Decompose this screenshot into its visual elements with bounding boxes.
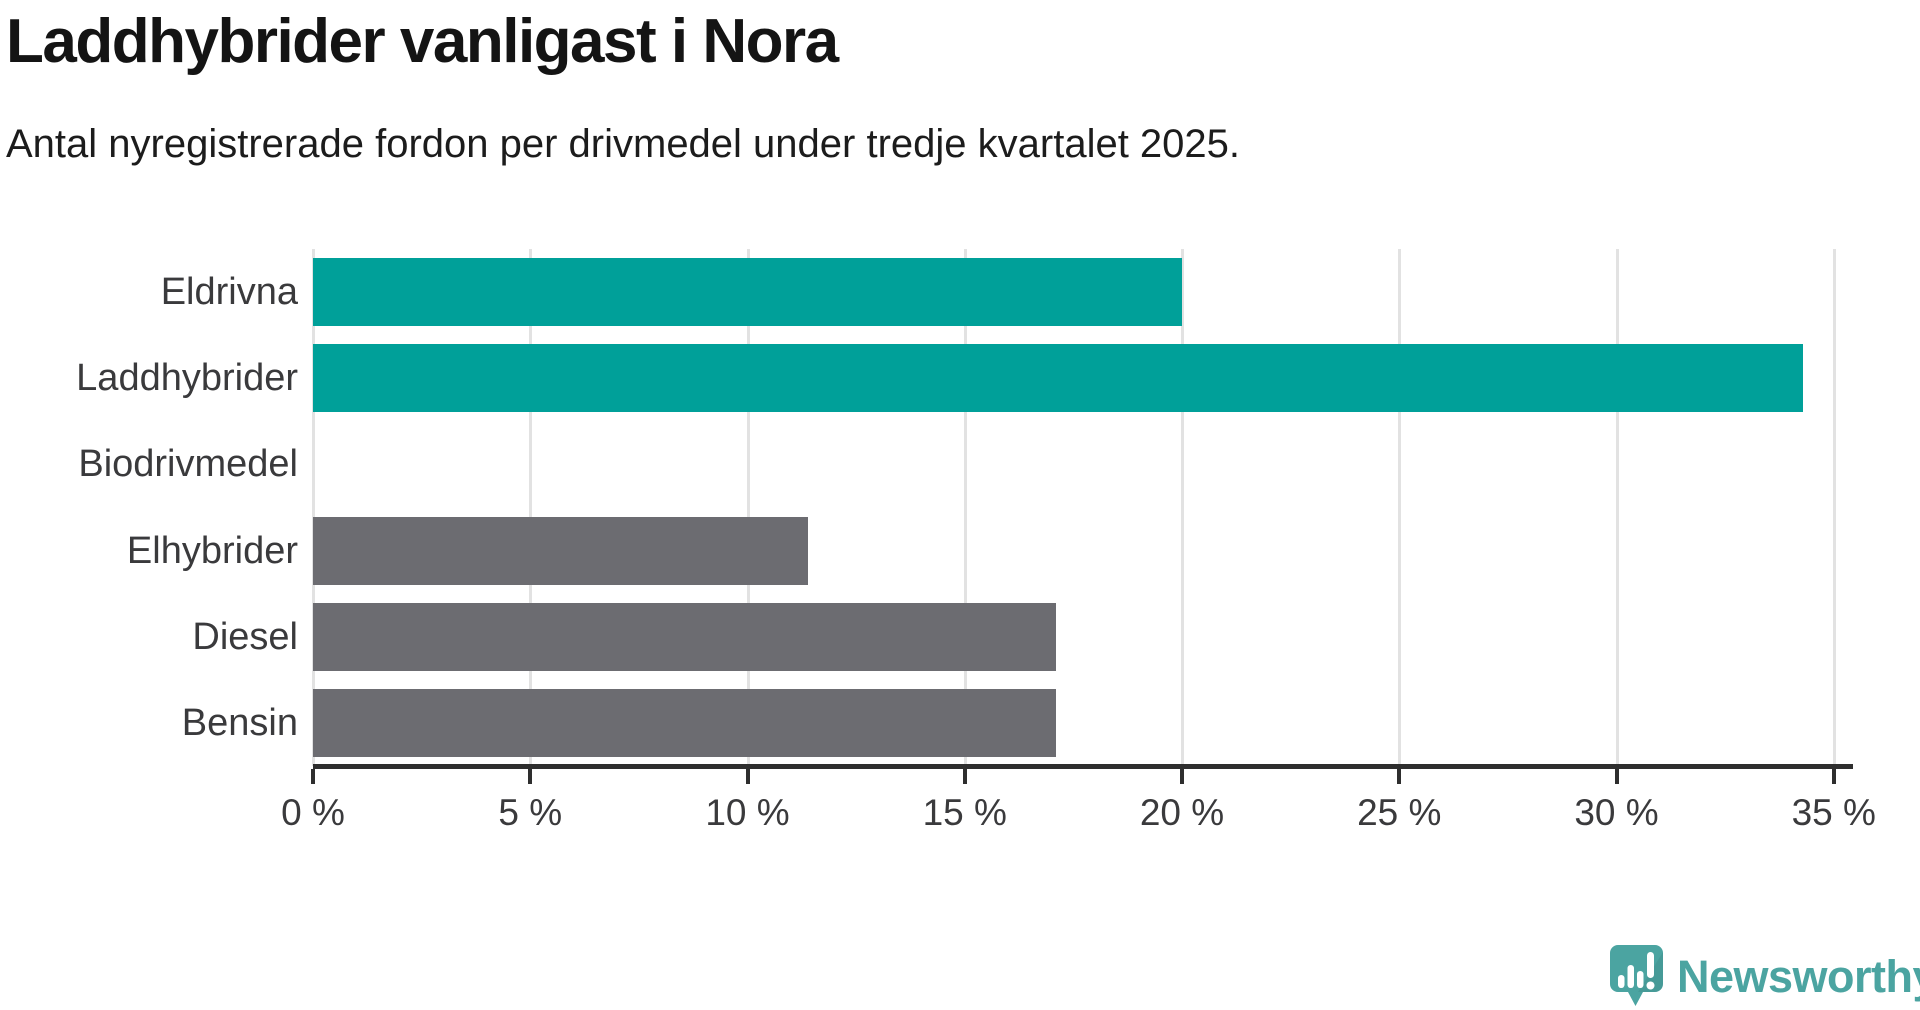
gridline-5% bbox=[529, 249, 533, 766]
category-label-bensin: Bensin bbox=[181, 701, 298, 744]
x-axis-tick bbox=[962, 769, 967, 784]
x-axis-tick bbox=[528, 769, 533, 784]
chart-title: Laddhybrider vanligast i Nora bbox=[6, 7, 839, 76]
category-label-elhybrider: Elhybrider bbox=[126, 529, 298, 572]
bar-eldrivna bbox=[313, 258, 1183, 327]
x-tick-label: 25 % bbox=[1357, 792, 1442, 833]
x-axis-tick bbox=[1180, 769, 1185, 784]
x-tick-label: 10 % bbox=[705, 792, 790, 833]
x-axis-tick bbox=[745, 769, 750, 784]
gridline-35% bbox=[1832, 249, 1836, 766]
gridline-15% bbox=[963, 249, 967, 766]
bar-chart: Eldrivna Laddhybrider Biodrivmedel Elhybrid… bbox=[0, 249, 1920, 849]
x-tick-label: 0 % bbox=[281, 792, 345, 833]
category-label-laddhybrider: Laddhybrider bbox=[76, 357, 298, 400]
x-tick-label: 30 % bbox=[1574, 792, 1659, 833]
x-axis-tick bbox=[1397, 769, 1402, 784]
bar-diesel bbox=[313, 602, 1056, 671]
x-tick-label: 20 % bbox=[1139, 792, 1225, 833]
category-label-diesel: Diesel bbox=[192, 615, 298, 658]
brand-footer: Newsworthy bbox=[1608, 944, 1920, 1009]
x-axis-tick bbox=[311, 769, 315, 784]
newsworthy-logo-icon bbox=[1610, 945, 1663, 1006]
gridline-0% bbox=[312, 249, 315, 766]
gridline-30% bbox=[1615, 249, 1619, 766]
gridline-10% bbox=[746, 249, 750, 766]
chart-subtitle: Antal nyregistrerade fordon per drivmede… bbox=[6, 122, 1241, 166]
category-label-eldrivna: Eldrivna bbox=[160, 271, 298, 314]
gridline-20% bbox=[1181, 249, 1185, 766]
brand-name: Newsworthy bbox=[1677, 950, 1920, 1002]
bar-elhybrider bbox=[313, 516, 809, 585]
x-axis-line bbox=[313, 764, 1853, 769]
category-label-biodrivmedel: Biodrivmedel bbox=[78, 443, 298, 486]
plot-area bbox=[312, 249, 1849, 766]
bar-bensin bbox=[313, 688, 1056, 757]
x-axis-tick bbox=[1831, 769, 1836, 784]
x-tick-label: 35 % bbox=[1791, 792, 1876, 833]
x-tick-label: 15 % bbox=[922, 792, 1007, 833]
gridline-25% bbox=[1398, 249, 1402, 766]
bar-laddhybrider bbox=[313, 344, 1804, 413]
x-tick-label: 5 % bbox=[498, 792, 563, 833]
x-axis-tick bbox=[1614, 769, 1619, 784]
